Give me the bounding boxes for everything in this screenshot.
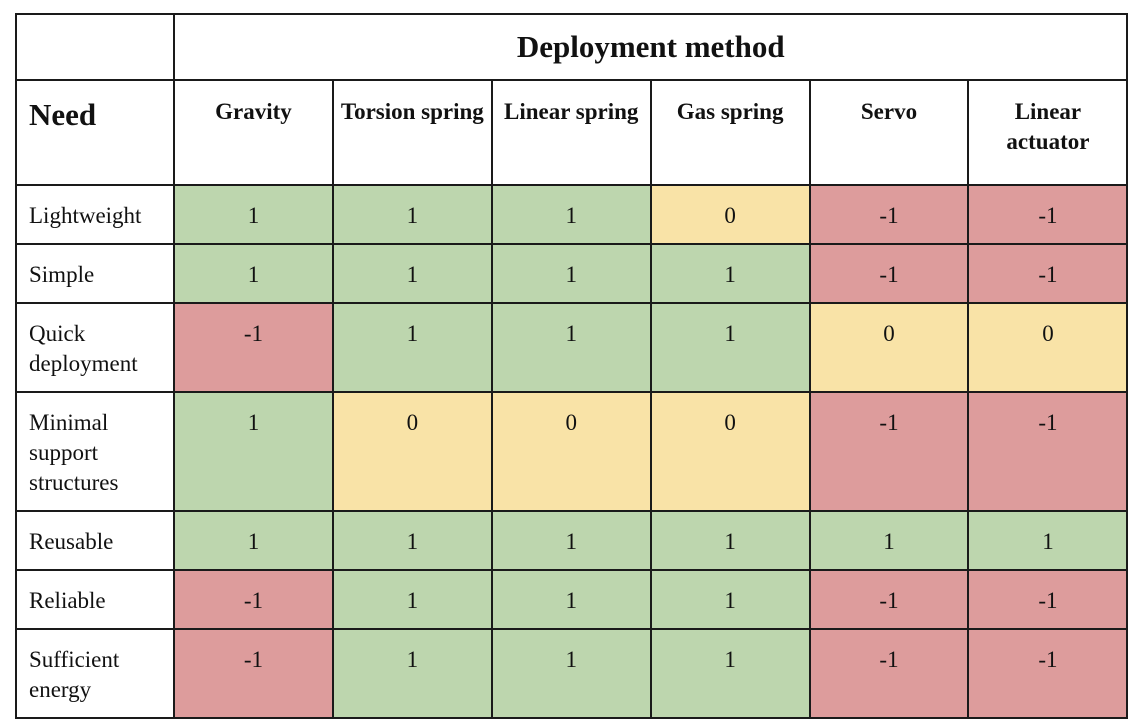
score-cell: 0 — [490, 391, 652, 512]
score-cell: 1 — [331, 302, 493, 393]
score-cell: -1 — [967, 569, 1129, 630]
score-cell: -1 — [967, 243, 1129, 304]
score-cell: -1 — [808, 569, 970, 630]
row-label: Simple — [15, 243, 175, 304]
column-header: Linear actuator — [967, 79, 1129, 186]
score-cell: 1 — [331, 628, 493, 719]
score-cell: -1 — [967, 391, 1129, 512]
table-row: Reliable -1 1 1 1 -1 -1 — [15, 569, 1129, 630]
group-header: Deployment method — [172, 13, 1129, 81]
score-cell: -1 — [173, 569, 334, 630]
score-cell: 1 — [490, 184, 652, 245]
score-cell: 0 — [649, 391, 811, 512]
row-label: Sufficient energy — [15, 628, 175, 719]
column-header: Torsion spring — [331, 79, 493, 186]
row-label: Reusable — [15, 510, 175, 571]
score-cell: -1 — [967, 628, 1129, 719]
score-cell: 1 — [173, 391, 334, 512]
score-cell: -1 — [967, 184, 1129, 245]
score-cell: 1 — [649, 510, 811, 571]
score-cell: -1 — [173, 302, 334, 393]
score-cell: 1 — [331, 184, 493, 245]
column-header-row: Need Gravity Torsion spring Linear sprin… — [15, 79, 1129, 186]
score-cell: 1 — [649, 569, 811, 630]
score-cell: 1 — [649, 302, 811, 393]
score-cell: 1 — [173, 510, 334, 571]
column-header: Servo — [808, 79, 970, 186]
score-cell: 1 — [490, 243, 652, 304]
table-row: Simple 1 1 1 1 -1 -1 — [15, 243, 1129, 304]
score-cell: -1 — [808, 628, 970, 719]
score-cell: -1 — [808, 243, 970, 304]
score-cell: -1 — [173, 628, 334, 719]
column-header: Gravity — [173, 79, 334, 186]
score-cell: 1 — [490, 628, 652, 719]
table-row: Minimal support structures 1 0 0 0 -1 -1 — [15, 391, 1129, 512]
table-row: Sufficient energy -1 1 1 1 -1 -1 — [15, 628, 1129, 719]
row-label: Reliable — [15, 569, 175, 630]
score-cell: 1 — [173, 243, 334, 304]
score-cell: -1 — [808, 391, 970, 512]
score-cell: 0 — [967, 302, 1129, 393]
score-cell: 0 — [649, 184, 811, 245]
score-cell: 0 — [808, 302, 970, 393]
column-header: Linear spring — [490, 79, 652, 186]
group-header-row: Deployment method — [15, 13, 1129, 81]
score-cell: 1 — [967, 510, 1129, 571]
score-cell: 0 — [331, 391, 493, 512]
score-cell: 1 — [331, 569, 493, 630]
decision-matrix-table: Deployment method Need Gravity Torsion s… — [15, 13, 1129, 719]
score-cell: 1 — [173, 184, 334, 245]
score-cell: 1 — [808, 510, 970, 571]
score-cell: 1 — [649, 243, 811, 304]
row-label: Lightweight — [15, 184, 175, 245]
table-row: Reusable 1 1 1 1 1 1 — [15, 510, 1129, 571]
score-cell: -1 — [808, 184, 970, 245]
need-header: Need — [15, 79, 175, 186]
score-cell: 1 — [490, 510, 652, 571]
row-label: Minimal support structures — [15, 391, 175, 512]
score-cell: 1 — [331, 243, 493, 304]
table-row: Lightweight 1 1 1 0 -1 -1 — [15, 184, 1129, 245]
score-cell: 1 — [649, 628, 811, 719]
column-header: Gas spring — [649, 79, 811, 186]
table-row: Quick deployment -1 1 1 1 0 0 — [15, 302, 1129, 393]
score-cell: 1 — [490, 302, 652, 393]
corner-cell — [15, 13, 175, 81]
score-cell: 1 — [490, 569, 652, 630]
score-cell: 1 — [331, 510, 493, 571]
row-label: Quick deployment — [15, 302, 175, 393]
